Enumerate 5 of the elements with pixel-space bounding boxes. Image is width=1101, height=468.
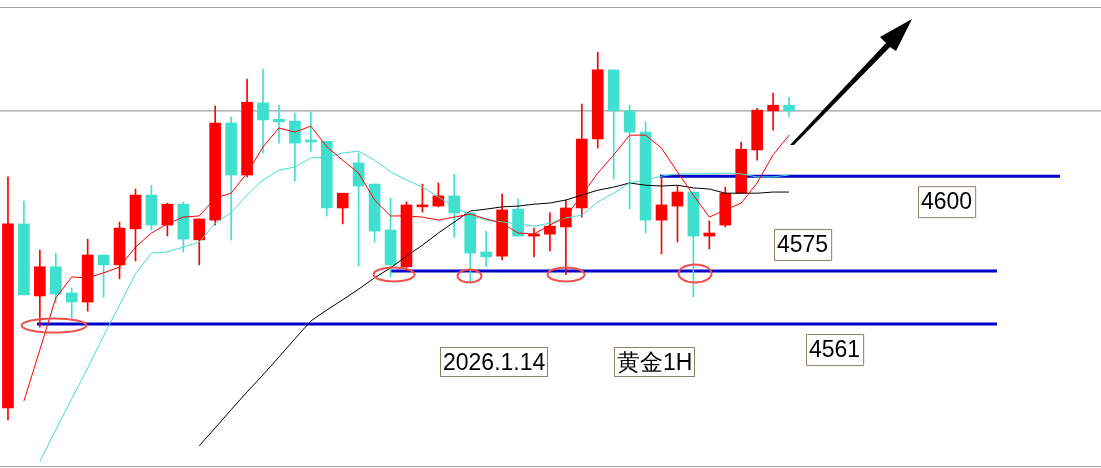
ref-line-label: 4575 (777, 231, 829, 258)
ref-line-label: 4561 (809, 336, 861, 363)
annotation: 黄金1H (614, 347, 696, 377)
annotation: 2026.1.14 (440, 347, 549, 377)
ref-line-label: 4600 (921, 188, 973, 215)
